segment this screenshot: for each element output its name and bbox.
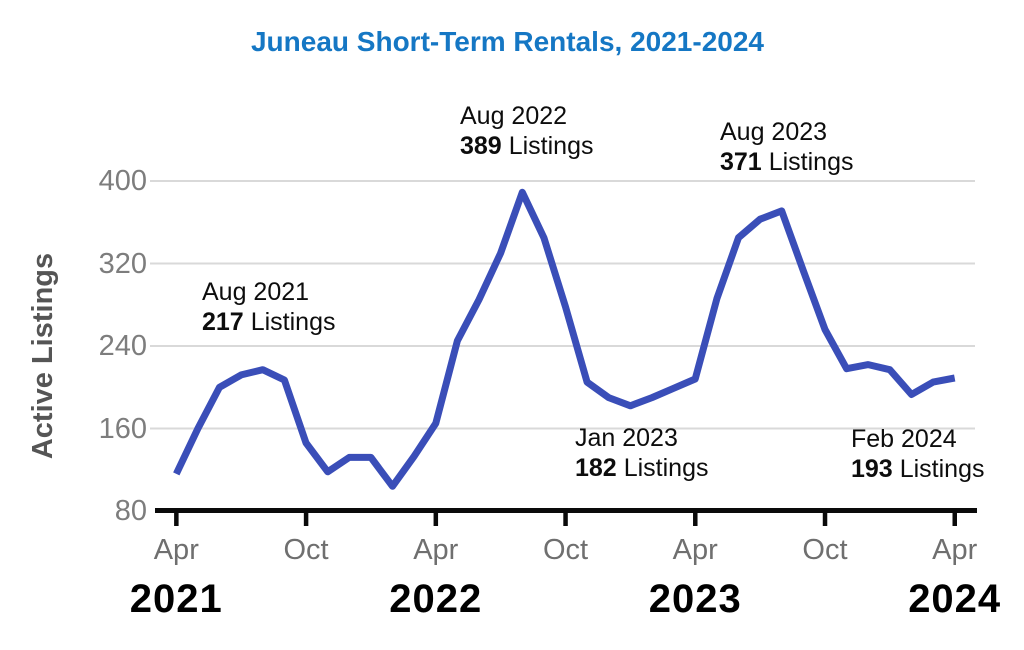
- x-tick-label: Apr: [153, 534, 199, 566]
- annotation-date: Aug 2023: [720, 118, 828, 146]
- annotation-value-line: 217 Listings: [202, 307, 335, 337]
- year-label: 2021: [129, 577, 223, 621]
- annotation-suffix: Listings: [768, 148, 854, 176]
- annotation-value-line: 193 Listings: [851, 454, 984, 484]
- annotation-jan-2023: Jan 2023 182 Listings: [575, 423, 708, 483]
- y-tick-label: 320: [98, 247, 147, 280]
- annotation-feb-2024: Feb 2024 193 Listings: [851, 424, 984, 484]
- year-label: 2024: [908, 577, 1002, 621]
- chart-title: Juneau Short-Term Rentals, 2021-2024: [250, 26, 764, 57]
- annotation-aug-2022: Aug 2022 389 Listings: [460, 101, 593, 161]
- year-label: 2023: [648, 577, 742, 621]
- annotation-value: 371: [720, 148, 762, 176]
- annotation-value: 217: [202, 308, 244, 336]
- x-axis-line: [155, 508, 977, 513]
- tick-mark: [174, 512, 179, 526]
- annotation-date: Aug 2021: [202, 278, 310, 306]
- annotation-value: 193: [851, 455, 893, 483]
- annotation-suffix: Listings: [899, 455, 985, 483]
- annotation-date: Jan 2023: [575, 424, 678, 452]
- annotation-aug-2023: Aug 2023 371 Listings: [720, 117, 853, 177]
- x-tick-label: Oct: [542, 534, 589, 566]
- annotation-suffix: Listings: [508, 132, 594, 160]
- annotation-value: 389: [460, 132, 502, 160]
- y-tick-label: 160: [98, 412, 147, 445]
- year-label: 2022: [389, 577, 483, 621]
- x-tick-label: Apr: [932, 534, 978, 566]
- annotation-value: 182: [575, 454, 617, 482]
- annotation-suffix: Listings: [250, 308, 336, 336]
- tick-mark: [563, 512, 568, 526]
- annotation-date: Aug 2022: [460, 102, 568, 130]
- y-tick-label: 400: [98, 165, 147, 197]
- annotation-value-line: 389 Listings: [460, 131, 593, 161]
- tick-mark: [433, 512, 439, 526]
- series-line: [173, 188, 956, 490]
- x-tick-label: Oct: [802, 534, 848, 566]
- tick-mark: [952, 512, 957, 526]
- x-tick-label: Apr: [672, 534, 718, 566]
- tick-mark: [303, 512, 309, 526]
- y-tick-label: 240: [98, 330, 147, 362]
- x-tick-label: Apr: [413, 534, 459, 566]
- y-tick-label: 80: [114, 495, 147, 527]
- annotation-value-line: 371 Listings: [720, 147, 853, 177]
- x-tick-label: Oct: [283, 534, 329, 566]
- tick-mark: [693, 512, 698, 526]
- annotation-date: Feb 2024: [851, 425, 957, 453]
- annotation-aug-2021: Aug 2021 217 Listings: [202, 277, 335, 337]
- tick-mark: [822, 512, 828, 526]
- annotation-value-line: 182 Listings: [575, 453, 708, 483]
- annotation-suffix: Listings: [623, 454, 709, 482]
